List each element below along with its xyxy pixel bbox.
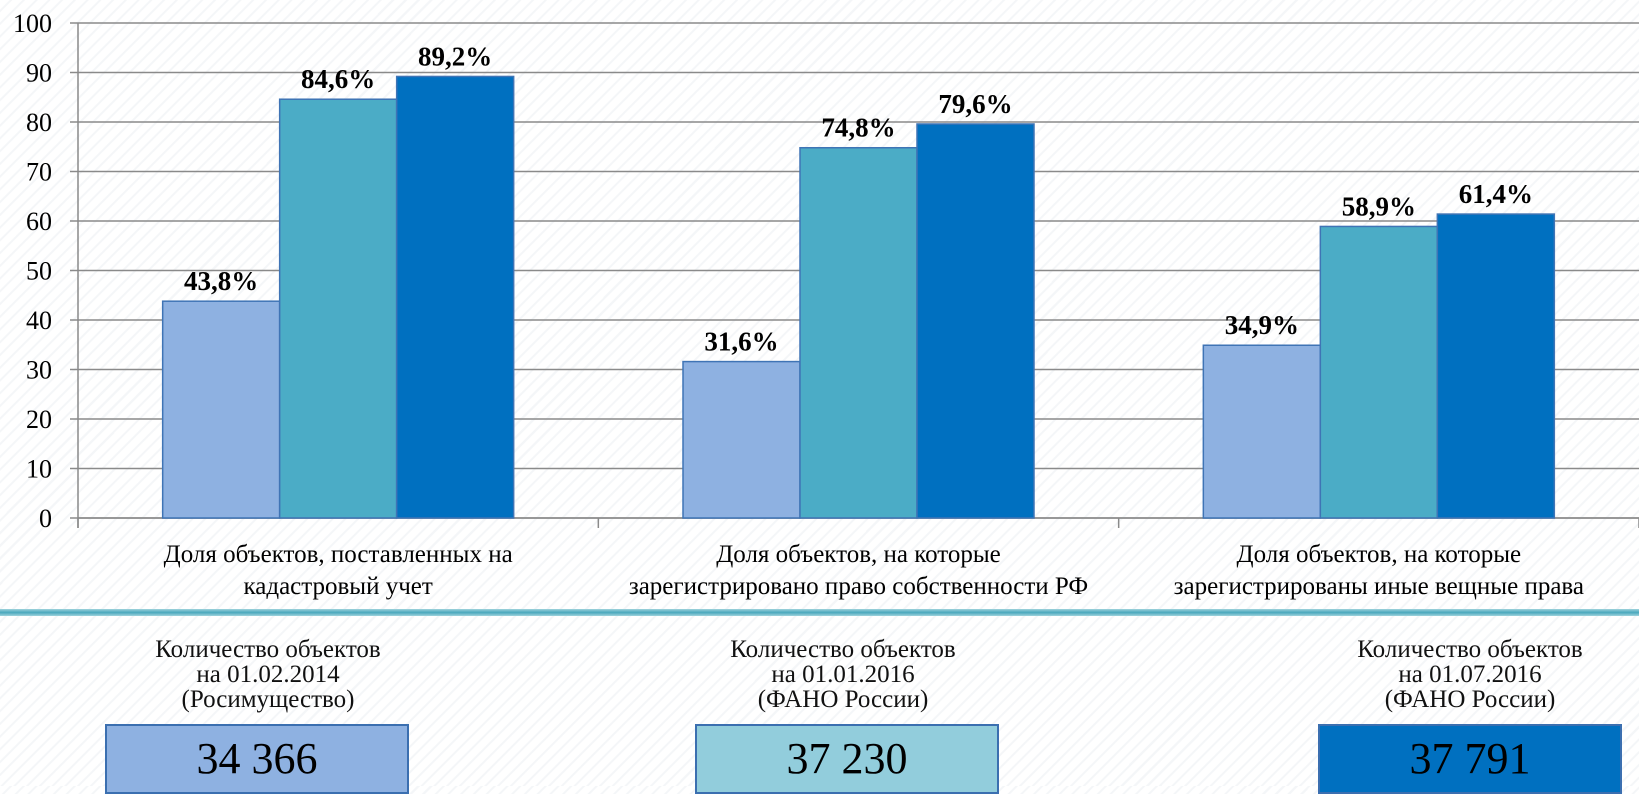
- category-label: кадастровый учет: [243, 573, 432, 600]
- bar: [278, 98, 398, 519]
- count-panel-2016-07: Количество объектов на 01.07.2016 (ФАНО …: [1300, 637, 1639, 712]
- bar: [395, 75, 515, 519]
- category-label: Доля объектов, на которые: [1237, 541, 1522, 568]
- panel-date: на 01.07.2016: [1398, 661, 1542, 688]
- y-tick-label: 30: [26, 356, 52, 385]
- bar: [682, 360, 801, 519]
- y-tick-label: 60: [26, 207, 52, 236]
- data-label: 43,8%: [184, 266, 258, 296]
- panel-source: (ФАНО России): [757, 686, 929, 713]
- y-tick-label: 90: [26, 59, 52, 88]
- data-label: 61,4%: [1459, 179, 1533, 209]
- bar: [1436, 213, 1556, 519]
- bar: [161, 300, 281, 519]
- category-label: зарегистрировано право собственности РФ: [629, 573, 1088, 600]
- y-tick-label: 40: [26, 306, 52, 335]
- category-label: зарегистрированы иные вещные права: [1174, 573, 1584, 600]
- y-tick-label: 70: [26, 158, 52, 187]
- count-panel-2016-01: Количество объектов на 01.01.2016 (ФАНО …: [673, 637, 1013, 712]
- panel-source: (Росимущество): [181, 686, 355, 713]
- count-value-2014: 34 366: [105, 724, 409, 794]
- panel-title: Количество объектов: [730, 636, 956, 663]
- y-tick-label: 50: [26, 257, 52, 286]
- panel-date: на 01.02.2014: [196, 661, 340, 688]
- section-divider: [0, 609, 1639, 616]
- panel-source: (ФАНО России): [1384, 686, 1556, 713]
- count-value-2016-01: 37 230: [695, 724, 999, 794]
- y-tick-label: 10: [26, 455, 52, 484]
- data-label: 74,8%: [821, 113, 895, 143]
- y-tick-label: 80: [26, 108, 52, 137]
- bar: [916, 123, 1035, 519]
- panel-date: на 01.01.2016: [771, 661, 915, 688]
- data-label: 31,6%: [704, 327, 778, 357]
- panel-title: Количество объектов: [155, 636, 381, 663]
- y-tick-label: 100: [13, 9, 52, 38]
- category-label: Доля объектов, поставленных на: [164, 541, 513, 568]
- y-tick-label: 0: [39, 504, 52, 533]
- bar: [1202, 344, 1322, 519]
- bar: [799, 146, 918, 519]
- data-label: 58,9%: [1342, 191, 1416, 221]
- count-panel-2014: Количество объектов на 01.02.2014 (Росим…: [98, 637, 438, 712]
- data-label: 84,6%: [301, 64, 375, 94]
- count-value-2016-07: 37 791: [1318, 724, 1622, 794]
- y-tick-label: 20: [26, 405, 52, 434]
- data-label: 34,9%: [1225, 310, 1299, 340]
- panel-title: Количество объектов: [1357, 636, 1583, 663]
- data-label: 89,2%: [418, 41, 492, 71]
- data-label: 79,6%: [938, 89, 1012, 119]
- category-label: Доля объектов, на которые: [716, 541, 1001, 568]
- bar: [1319, 225, 1439, 519]
